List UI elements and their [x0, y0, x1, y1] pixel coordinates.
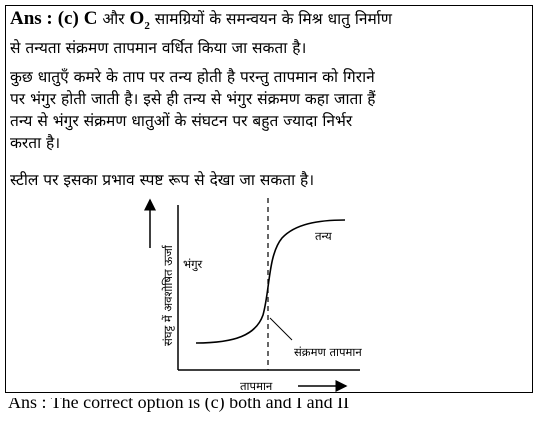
answer-line1-tail: सामग्रियों के समन्वयन के मिश्र धातु निर्… — [154, 10, 392, 28]
transition-leader — [269, 317, 293, 341]
conjunction: और — [102, 10, 125, 28]
cut-off-next-text: Ans : The correct option is (c) both and… — [0, 398, 555, 436]
answer-option: (c) — [57, 8, 79, 29]
explanation-line: तन्य से भंगुर संक्रमण धातुओं के संघटन पर… — [10, 112, 353, 130]
transition-curve — [195, 219, 346, 344]
explanation-paragraph: कुछ धातुएँ कमरे के ताप पर तन्य होती है प… — [10, 66, 530, 154]
element-carbon: C — [83, 8, 98, 29]
transition-temperature-label: संक्रमण तापमान — [294, 345, 362, 359]
steel-paragraph: स्टील पर इसका प्रभाव स्पष्ट रूप से देखा … — [10, 171, 315, 189]
answer-line2: से तन्यता संक्रमण तापमान वर्धित किया जा … — [10, 38, 307, 57]
answer-box — [5, 5, 533, 393]
x-axis-label: तापमान — [240, 379, 273, 393]
answer-label: Ans : — [10, 8, 53, 29]
explanation-line: पर भंगुर होती जाती है। इसे ही तन्य से भं… — [10, 90, 376, 108]
y-axis-label: संघट्ट में अवशोषित ऊर्जा — [161, 244, 175, 346]
ductile-label: तन्य — [315, 229, 332, 243]
cut-off-line: Ans : The correct option is (c) both and… — [8, 398, 350, 412]
answer-paragraph: Ans : (c) C और O2 सामग्रियों के समन्वयन … — [10, 8, 530, 59]
element-oxygen: O2 — [129, 8, 150, 32]
brittle-label: भंगुर — [183, 257, 203, 272]
explanation-line: करता है। — [10, 134, 61, 152]
explanation-line: कुछ धातुएँ कमरे के ताप पर तन्य होती है प… — [10, 68, 375, 86]
